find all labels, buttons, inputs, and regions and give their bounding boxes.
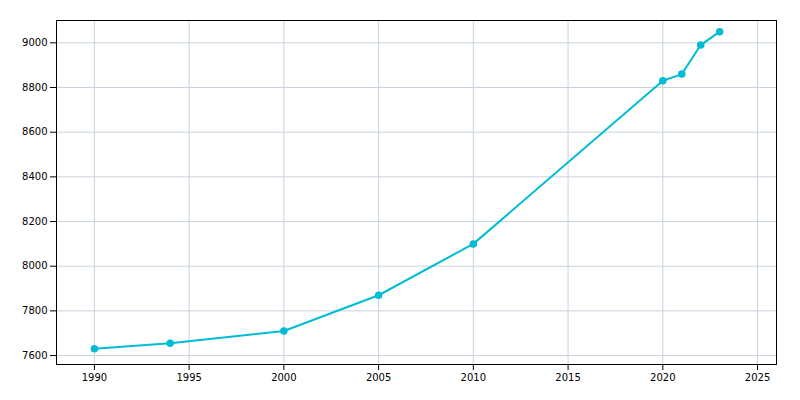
svg-text:8600: 8600 [22,126,47,137]
svg-text:8800: 8800 [22,82,47,93]
svg-text:7800: 7800 [22,305,47,316]
svg-text:2005: 2005 [366,372,391,383]
svg-text:2010: 2010 [461,372,486,383]
svg-text:2025: 2025 [745,372,770,383]
svg-text:1990: 1990 [82,372,107,383]
svg-text:2000: 2000 [271,372,296,383]
svg-text:9000: 9000 [22,37,47,48]
svg-text:8200: 8200 [22,216,47,227]
svg-text:8400: 8400 [22,171,47,182]
svg-text:2015: 2015 [555,372,580,383]
svg-text:1995: 1995 [176,372,201,383]
svg-text:7600: 7600 [22,350,47,361]
svg-text:2020: 2020 [650,372,675,383]
svg-text:8000: 8000 [22,260,47,271]
